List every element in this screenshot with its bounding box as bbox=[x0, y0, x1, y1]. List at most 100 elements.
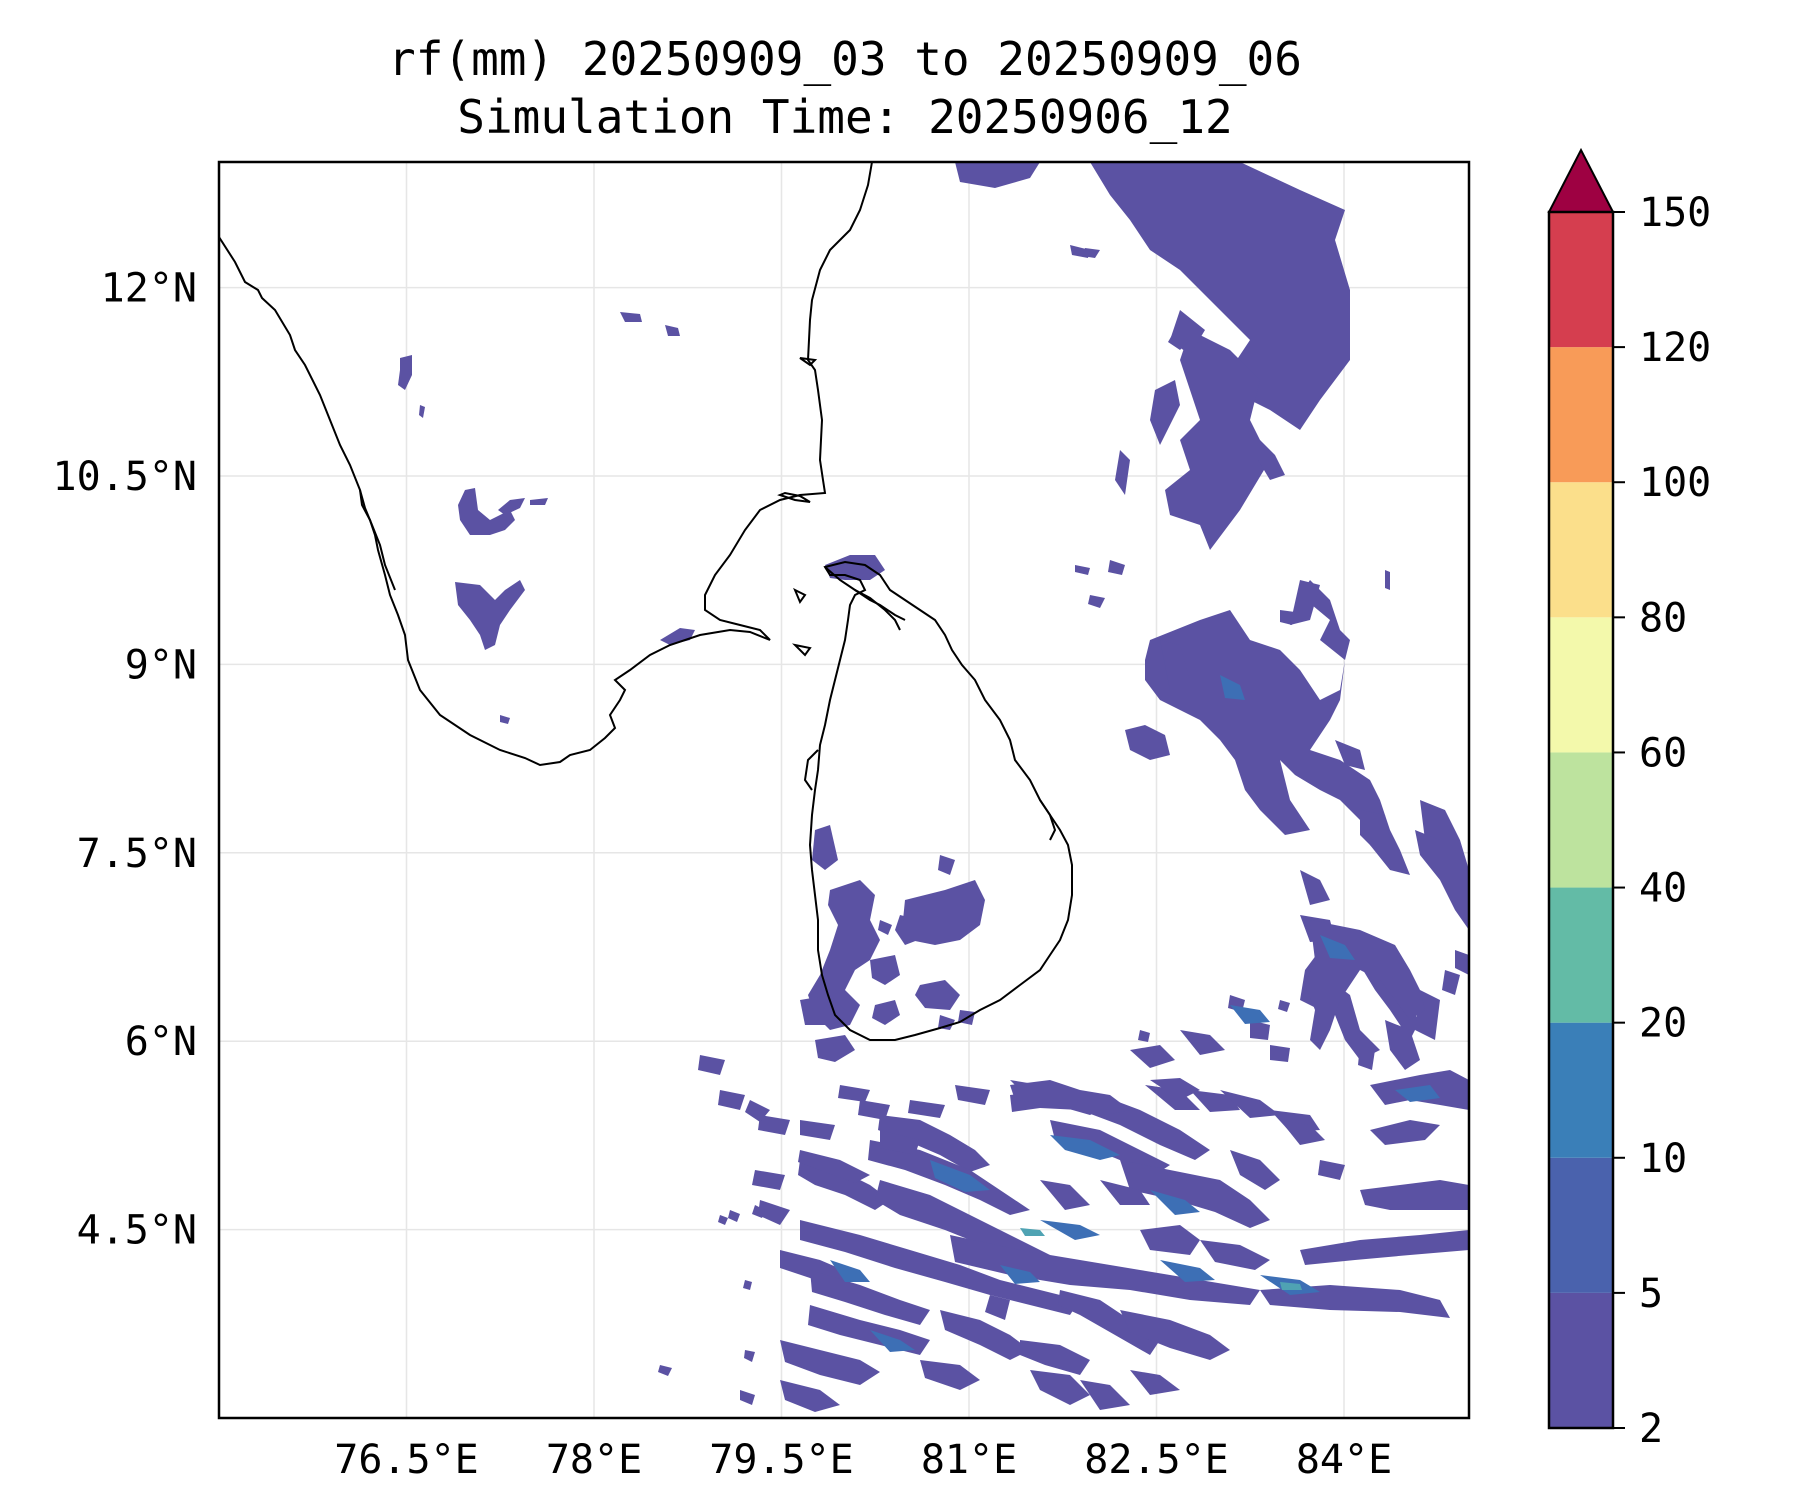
srilanka-island bbox=[793, 587, 807, 605]
rain-patch bbox=[1130, 1045, 1175, 1068]
rain-patch bbox=[920, 1360, 980, 1390]
rain-patch bbox=[660, 628, 695, 645]
rain-patch bbox=[780, 1340, 880, 1385]
rain-patch bbox=[1300, 1230, 1469, 1265]
rain-patch bbox=[1108, 560, 1125, 575]
rain-patch bbox=[744, 1350, 755, 1362]
rain-patch bbox=[1280, 1120, 1325, 1145]
rain-patch bbox=[1270, 1045, 1290, 1062]
colorbar-ticks: 2 5 10 20 40 60 80 100 120 150 bbox=[1613, 190, 1711, 1452]
rain-patch bbox=[1020, 1340, 1090, 1375]
rain-patch bbox=[728, 1210, 740, 1222]
rain-patch bbox=[878, 920, 892, 935]
rain-patch bbox=[1160, 1260, 1215, 1282]
rain-patch bbox=[658, 1365, 672, 1376]
colorbar-tick-label: 80 bbox=[1639, 595, 1687, 641]
colorbar-segments bbox=[1547, 147, 1615, 1430]
rain-patch bbox=[825, 555, 885, 580]
map-title: rf(mm) 20250909_03 to 20250909_06 Simula… bbox=[220, 30, 1470, 146]
rain-patch bbox=[908, 1100, 945, 1118]
colorbar-tick-label: 100 bbox=[1639, 460, 1711, 506]
rain-patch bbox=[1010, 1090, 1210, 1160]
x-tick-label: 76.5°E bbox=[334, 1437, 479, 1483]
rain-patch bbox=[872, 1000, 900, 1025]
rain-patch bbox=[1150, 1078, 1200, 1100]
y-axis-ticks: 12°N 10.5°N 9°N 7.5°N 6°N 4.5°N bbox=[53, 266, 198, 1254]
rain-patch bbox=[1080, 1380, 1130, 1410]
rain-patch bbox=[1385, 1020, 1420, 1070]
rain-patch bbox=[1000, 1265, 1040, 1284]
rain-patch bbox=[758, 1200, 790, 1225]
colorbar-segment bbox=[1549, 1157, 1613, 1293]
x-axis-ticks: 76.5°E 78°E 79.5°E 81°E 82.5°E 84°E bbox=[334, 1437, 1392, 1483]
rain-patch bbox=[1075, 565, 1090, 575]
rain-patch bbox=[1120, 1310, 1230, 1360]
rain-patch bbox=[1070, 245, 1090, 258]
colorbar-tick-label: 5 bbox=[1639, 1271, 1663, 1317]
rain-patch bbox=[698, 1055, 725, 1075]
rain-patch bbox=[1050, 1120, 1170, 1175]
india-coast-islet bbox=[777, 491, 811, 503]
rain-patch bbox=[498, 498, 525, 515]
colorbar-segment bbox=[1549, 1292, 1613, 1428]
rain-patch bbox=[1370, 1120, 1440, 1145]
rain-patch bbox=[1230, 1005, 1270, 1024]
india-coast-islet bbox=[799, 357, 818, 367]
rain-patch bbox=[878, 1115, 990, 1172]
map-frame bbox=[217, 160, 1471, 1420]
rain-patch bbox=[398, 355, 412, 390]
rain-patch bbox=[1165, 330, 1270, 550]
y-tick-label: 6°N bbox=[125, 1019, 197, 1065]
rain-patch bbox=[1040, 1180, 1090, 1210]
x-tick-label: 82.5°E bbox=[1084, 1437, 1229, 1483]
rain-patch bbox=[1320, 935, 1355, 960]
rain-patch bbox=[1230, 1150, 1280, 1190]
rain-patch bbox=[955, 162, 1040, 188]
rain-patch bbox=[1088, 595, 1105, 608]
colorbar-tick-label: 60 bbox=[1639, 730, 1687, 776]
rain-patch bbox=[880, 1130, 920, 1155]
rain-patch bbox=[458, 488, 515, 535]
colorbar-tick-label: 40 bbox=[1639, 866, 1687, 912]
coastline bbox=[219, 162, 1073, 1041]
rainfall-patches-heavy bbox=[1020, 1228, 1302, 1290]
y-tick-label: 9°N bbox=[125, 642, 197, 688]
rain-patch bbox=[938, 1015, 955, 1030]
rain-patch bbox=[810, 1270, 930, 1325]
rain-patch bbox=[1180, 1030, 1225, 1055]
colorbar-extend-triangle bbox=[1547, 147, 1615, 213]
rain-patch bbox=[950, 1235, 1260, 1305]
rain-patch bbox=[1115, 450, 1130, 495]
rain-patch bbox=[940, 1310, 1030, 1360]
rain-patch bbox=[815, 1035, 855, 1062]
rain-patch bbox=[955, 1085, 990, 1105]
rain-patch bbox=[1358, 1045, 1375, 1070]
rain-patch bbox=[798, 1150, 870, 1183]
rain-patch bbox=[1138, 1030, 1150, 1042]
rain-patch bbox=[530, 498, 548, 505]
rain-patch bbox=[1150, 1190, 1200, 1215]
rain-patch bbox=[1280, 1282, 1302, 1290]
rain-patch bbox=[419, 405, 425, 418]
rain-patch bbox=[1385, 570, 1390, 590]
colorbar-tick-label: 120 bbox=[1639, 325, 1711, 371]
colorbar-segment bbox=[1549, 482, 1613, 618]
rain-patch bbox=[1278, 1000, 1290, 1012]
srilanka-east-inlet bbox=[1039, 799, 1057, 841]
rain-patch bbox=[800, 995, 845, 1025]
colorbar-segment bbox=[1549, 1022, 1613, 1158]
rain-patch bbox=[1330, 980, 1380, 1060]
rain-patch bbox=[1160, 640, 1190, 690]
srilanka-coastline bbox=[808, 560, 1073, 1041]
rain-patch bbox=[740, 1390, 755, 1405]
rain-patch bbox=[752, 1205, 765, 1218]
rain-patch bbox=[1010, 1080, 1110, 1115]
colorbar-tick-label: 150 bbox=[1639, 190, 1711, 236]
rainfall-patches-moderate bbox=[830, 675, 1440, 1352]
rain-patch bbox=[1220, 1090, 1280, 1118]
rain-patch bbox=[1280, 610, 1295, 625]
rain-patch bbox=[1455, 950, 1469, 975]
rain-patch bbox=[752, 1170, 785, 1190]
rain-patch bbox=[1150, 380, 1180, 445]
